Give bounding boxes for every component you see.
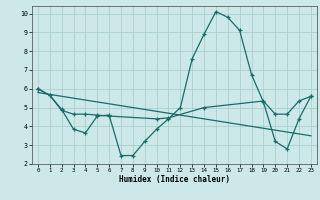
X-axis label: Humidex (Indice chaleur): Humidex (Indice chaleur)	[119, 175, 230, 184]
